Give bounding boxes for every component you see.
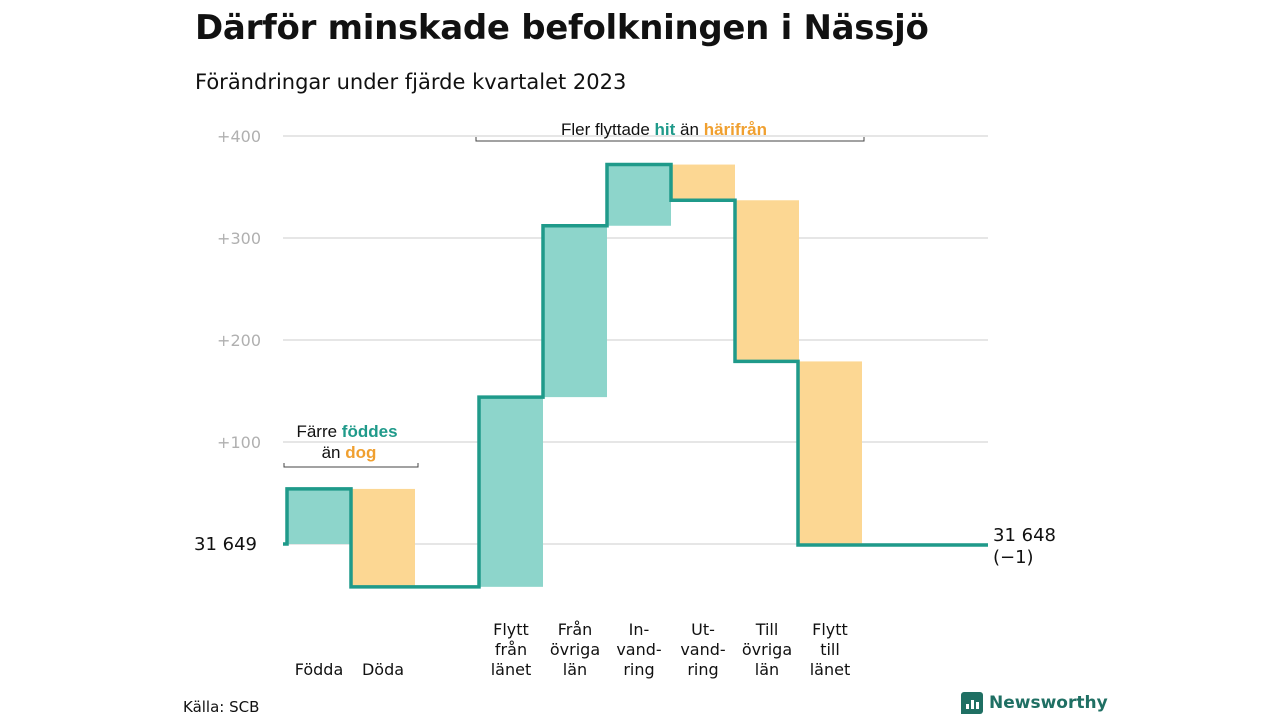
annotation-births-line2-part: dog (345, 443, 376, 462)
newsworthy-logo-icon (961, 692, 983, 714)
annotation-bracket-migration (475, 137, 865, 142)
category-label: till (820, 640, 840, 659)
category-label: ring (687, 660, 718, 679)
category-label: In- (629, 620, 650, 639)
annotation-bracket-births (283, 463, 419, 468)
annotation-migration-part: hit (655, 120, 676, 139)
category-label: län (563, 660, 587, 679)
waterfall-bar (798, 361, 862, 546)
waterfall-bar (543, 225, 607, 398)
waterfall-bar (351, 488, 415, 587)
y-tick-label: +300 (217, 229, 261, 248)
chart-subtitle: Förändringar under fjärde kvartalet 2023 (195, 70, 627, 94)
chart-title: Därför minskade befolkningen i Nässjö (195, 8, 929, 48)
newsworthy-logo: Newsworthy (961, 692, 1108, 714)
waterfall-bar (735, 200, 799, 362)
category-label: Från (558, 620, 593, 639)
waterfall-bar (287, 488, 351, 544)
category-label: län (755, 660, 779, 679)
annotation-births-line1-part: Färre (296, 422, 341, 441)
start-value-label: 31 649 (194, 534, 257, 555)
end-value-label: 31 648 (993, 525, 1056, 546)
category-label: Till (755, 620, 779, 639)
annotation-migration: Fler flyttade hit än härifrån (561, 120, 767, 139)
source-note: Källa: SCB (183, 698, 260, 716)
waterfall-bar (607, 164, 671, 226)
annotation-migration-part: Fler flyttade (561, 120, 655, 139)
annotation-migration-part: härifrån (704, 120, 767, 139)
category-label: Flytt (812, 620, 848, 639)
end-change-label: (−1) (993, 547, 1034, 568)
category-label: övriga (550, 640, 600, 659)
category-label: vand- (616, 640, 661, 659)
waterfall-bar (479, 397, 543, 587)
brand-name: Newsworthy (989, 693, 1108, 713)
y-tick-label: +400 (217, 127, 261, 146)
cumulative-step-line (283, 162, 988, 589)
category-label: länet (491, 660, 532, 679)
annotation-births-line1-part: föddes (342, 422, 398, 441)
annotation-migration-part: än (675, 120, 703, 139)
category-label: från (495, 640, 527, 659)
category-label: övriga (742, 640, 792, 659)
waterfall-bar (671, 164, 735, 201)
category-label: ring (623, 660, 654, 679)
category-label: Flytt (493, 620, 529, 639)
category-label: länet (810, 660, 851, 679)
category-label: Ut- (691, 620, 715, 639)
y-tick-label: +200 (217, 331, 261, 350)
category-label: vand- (680, 640, 725, 659)
y-tick-label: +100 (217, 433, 261, 452)
category-label: Döda (362, 660, 404, 679)
annotation-births-line2: än dog (322, 443, 377, 462)
annotation-births-line1: Färre föddes (296, 422, 397, 441)
annotation-births-line2-part: än (322, 443, 346, 462)
category-label: Födda (295, 660, 344, 679)
